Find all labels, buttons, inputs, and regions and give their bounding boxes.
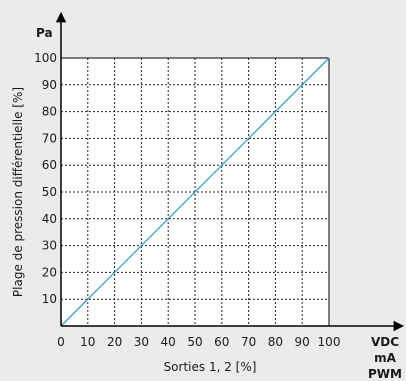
- y-unit-label: Pa: [36, 26, 53, 40]
- x-tick-label: 40: [161, 335, 176, 349]
- y-tick-label: 30: [42, 239, 57, 253]
- y-tick-label: 100: [34, 51, 57, 65]
- x-tick-label: 20: [107, 335, 122, 349]
- y-tick-label: 10: [42, 292, 57, 306]
- x-axis-label: Sorties 1, 2 [%]: [164, 360, 257, 374]
- x-tick-label: 70: [241, 335, 256, 349]
- y-tick-labels: 10 20 30 40 50 60 70 80 90 100: [34, 51, 57, 306]
- x-tick-labels: 0 10 20 30 40 50 60 70 80 90 100: [57, 335, 340, 349]
- series-line: [60, 57, 330, 327]
- x-unit-vdc: VDC: [371, 335, 399, 349]
- y-tick-label: 50: [42, 185, 57, 199]
- x-tick-label: 90: [295, 335, 310, 349]
- y-tick-label: 20: [42, 265, 57, 279]
- x-tick-label: 0: [57, 335, 65, 349]
- y-tick-label: 90: [42, 78, 57, 92]
- x-tick-label: 100: [318, 335, 341, 349]
- x-unit-pwm: PWM: [368, 367, 402, 381]
- y-axis-label: Plage de pression différentielle [%]: [11, 87, 25, 297]
- series-layer: [60, 57, 330, 327]
- grid: [61, 58, 329, 326]
- x-tick-label: 80: [268, 335, 283, 349]
- x-unit-ma: mA: [374, 351, 397, 365]
- y-tick-label: 40: [42, 212, 57, 226]
- x-tick-label: 50: [187, 335, 202, 349]
- y-tick-label: 60: [42, 158, 57, 172]
- x-tick-label: 60: [214, 335, 229, 349]
- x-tick-label: 30: [134, 335, 149, 349]
- plot-frame: [61, 57, 330, 326]
- y-tick-label: 70: [42, 131, 57, 145]
- y-tick-label: 80: [42, 105, 57, 119]
- x-tick-label: 10: [80, 335, 95, 349]
